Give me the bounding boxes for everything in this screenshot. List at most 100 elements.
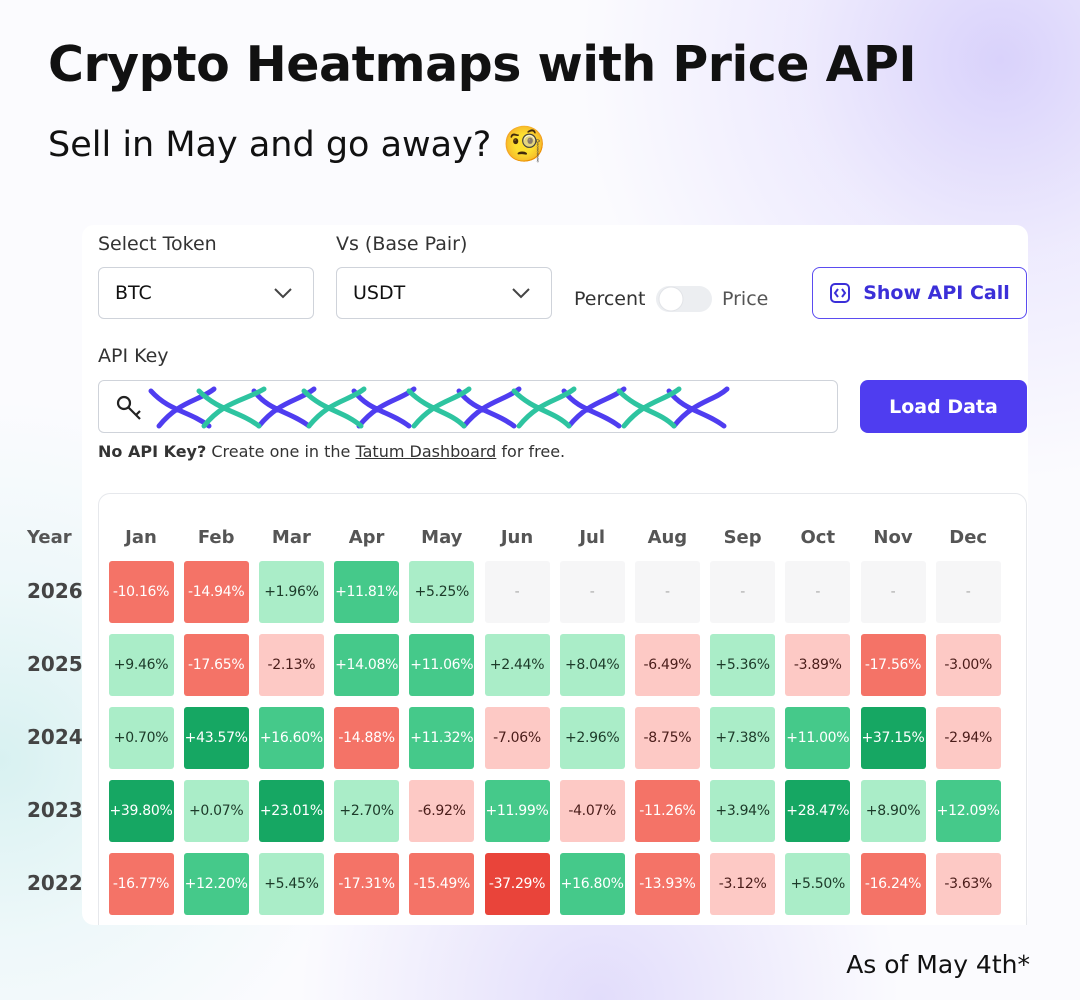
heat-cell: +5.36% bbox=[710, 634, 776, 696]
year-label: 2022 bbox=[27, 871, 83, 895]
chevron bbox=[274, 288, 292, 299]
heat-cell: +2.70% bbox=[334, 780, 400, 842]
heat-cell: -7.06% bbox=[484, 707, 550, 769]
heat-cell: -16.77% bbox=[108, 853, 174, 915]
heat-cell: +23.01% bbox=[258, 780, 324, 842]
heat-cell: -2.94% bbox=[935, 707, 1001, 769]
heat-cell: -17.31% bbox=[334, 853, 400, 915]
year-header: Year bbox=[27, 527, 72, 548]
heat-cell: - bbox=[710, 561, 776, 623]
heat-cell: +0.70% bbox=[108, 707, 174, 769]
heat-cell: +3.94% bbox=[710, 780, 776, 842]
month-header: Jun bbox=[500, 527, 534, 548]
month-header: Apr bbox=[348, 527, 385, 548]
heat-cell: -10.16% bbox=[108, 561, 174, 623]
heat-cell: +2.44% bbox=[484, 634, 550, 696]
select-value: BTC bbox=[115, 282, 152, 304]
heat-cell: +16.60% bbox=[258, 707, 324, 769]
heat-cell: -6.49% bbox=[634, 634, 700, 696]
heat-cell: -3.63% bbox=[935, 853, 1001, 915]
heat-cell: +8.90% bbox=[860, 780, 926, 842]
subtitle: Sell in May and go away? 🧐 bbox=[48, 125, 547, 165]
heat-cell: +1.96% bbox=[258, 561, 324, 623]
heat-cell: +43.57% bbox=[183, 707, 249, 769]
help-text: No API Key? Create one in the Tatum Dash… bbox=[98, 442, 565, 461]
heat-cell: +5.50% bbox=[785, 853, 851, 915]
help-bold: No API Key? bbox=[98, 442, 207, 461]
heat-cell: +0.07% bbox=[183, 780, 249, 842]
button-text: Show API Call bbox=[863, 282, 1010, 304]
heat-cell: +11.06% bbox=[409, 634, 475, 696]
token-select[interactable]: BTC bbox=[98, 267, 314, 319]
heat-cell: +28.47% bbox=[785, 780, 851, 842]
year-label: 2026 bbox=[27, 579, 83, 603]
base-select[interactable]: USDT bbox=[336, 267, 552, 319]
heat-cell: -6.92% bbox=[409, 780, 475, 842]
show-api-button[interactable]: Show API Call bbox=[812, 267, 1027, 319]
heat-cell: +37.15% bbox=[860, 707, 926, 769]
heat-cell: -17.65% bbox=[183, 634, 249, 696]
month-header: Jul bbox=[579, 527, 606, 548]
month-header: May bbox=[421, 527, 463, 548]
month-header: Mar bbox=[271, 527, 311, 548]
month-header: Nov bbox=[873, 527, 913, 548]
heat-cell: -3.89% bbox=[785, 634, 851, 696]
heat-cell: -13.93% bbox=[634, 853, 700, 915]
help-body: Create one in the bbox=[211, 442, 351, 461]
heat-cell: -4.07% bbox=[559, 780, 625, 842]
label: Vs (Base Pair) bbox=[336, 233, 468, 255]
heat-cell: - bbox=[785, 561, 851, 623]
heat-cell: +5.25% bbox=[409, 561, 475, 623]
year-label: 2024 bbox=[27, 725, 83, 749]
heat-cell: - bbox=[484, 561, 550, 623]
heat-cell: +9.46% bbox=[108, 634, 174, 696]
title: Crypto Heatmaps with Price API bbox=[48, 36, 917, 93]
month-header: Oct bbox=[800, 527, 836, 548]
toggle-label: Price bbox=[722, 288, 769, 310]
chevron bbox=[512, 288, 530, 299]
month-header: Sep bbox=[723, 527, 762, 548]
heat-cell: +16.80% bbox=[559, 853, 625, 915]
heat-cell: -37.29% bbox=[484, 853, 550, 915]
heat-cell: +12.09% bbox=[935, 780, 1001, 842]
button-text: Load Data bbox=[889, 395, 998, 418]
heat-cell: -3.12% bbox=[710, 853, 776, 915]
year-label: 2025 bbox=[27, 652, 83, 676]
heat-cell: +5.45% bbox=[258, 853, 324, 915]
footnote: As of May 4th* bbox=[846, 950, 1030, 979]
toggle-label: Percent bbox=[574, 288, 646, 310]
api-key-input[interactable] bbox=[98, 380, 838, 433]
code-icon bbox=[830, 283, 851, 303]
dashboard-link[interactable]: Tatum Dashboard bbox=[355, 442, 497, 461]
heat-cell: -17.56% bbox=[860, 634, 926, 696]
heat-cell: -3.00% bbox=[935, 634, 1001, 696]
heat-cell: +11.32% bbox=[409, 707, 475, 769]
heat-cell: +11.81% bbox=[334, 561, 400, 623]
heat-cell: +8.04% bbox=[559, 634, 625, 696]
heat-cell: +12.20% bbox=[183, 853, 249, 915]
label: API Key bbox=[98, 345, 169, 367]
load-data-button[interactable]: Load Data bbox=[860, 380, 1027, 433]
heat-cell: -16.24% bbox=[860, 853, 926, 915]
masked-key bbox=[116, 386, 730, 429]
heat-cell: -15.49% bbox=[409, 853, 475, 915]
heat-cell: -2.13% bbox=[258, 634, 324, 696]
heat-cell: - bbox=[860, 561, 926, 623]
heat-cell: +11.99% bbox=[484, 780, 550, 842]
heat-cell: +11.00% bbox=[785, 707, 851, 769]
toggle[interactable] bbox=[655, 283, 713, 315]
heat-cell: -14.88% bbox=[334, 707, 400, 769]
heat-cell: - bbox=[559, 561, 625, 623]
select-value: USDT bbox=[353, 282, 406, 304]
month-header: Feb bbox=[197, 527, 235, 548]
heat-cell: -14.94% bbox=[183, 561, 249, 623]
heat-cell: +14.08% bbox=[334, 634, 400, 696]
label: Select Token bbox=[98, 233, 217, 255]
help-end: for free. bbox=[501, 442, 566, 461]
year-label: 2023 bbox=[27, 798, 83, 822]
heat-cell: +7.38% bbox=[710, 707, 776, 769]
month-header: Jan bbox=[125, 527, 157, 548]
month-header: Aug bbox=[647, 527, 688, 548]
month-header: Dec bbox=[949, 527, 988, 548]
